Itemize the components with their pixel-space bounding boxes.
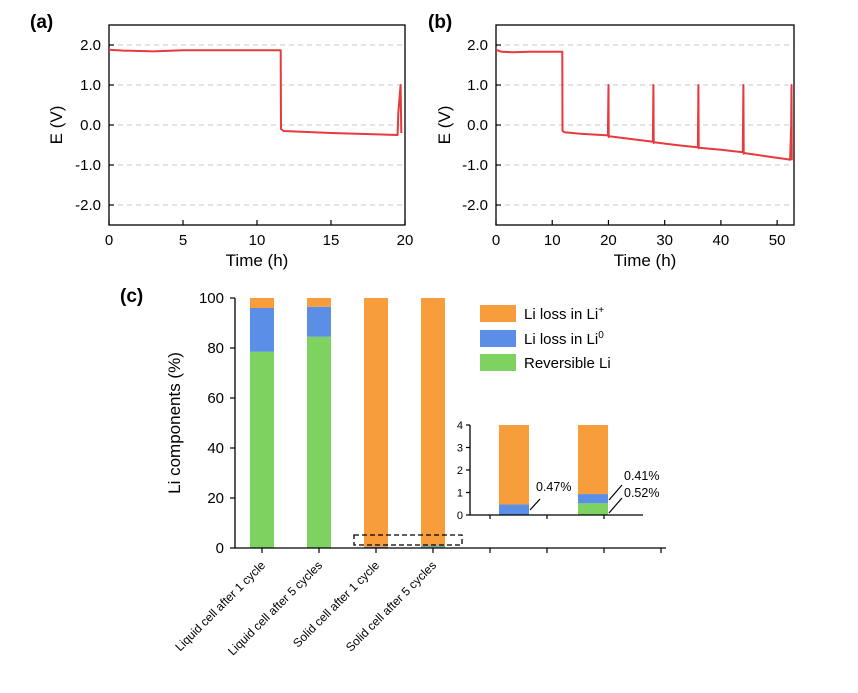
y-tick-label: 1.0 [80,77,101,94]
chart-b-series-line [495,48,793,161]
y-tick-label: -1.0 [75,157,101,174]
bar-segment-metal [307,306,331,337]
inset-annotation-leader-1 [529,498,541,511]
x-tick-label: 5 [179,232,187,249]
y-tick-label: 100 [199,290,224,307]
chart-a-voltage-time: -2.0 -1.0 0.0 1.0 2.0 0 5 10 15 20 Time (h) E (V) [47,24,413,270]
inset-y-tick-label: 2 [457,465,463,477]
y-tick-label: 60 [207,390,224,407]
inset-bars [499,425,608,515]
y-tick-label: 20 [207,490,224,507]
chart-a-ticks: -2.0 -1.0 0.0 1.0 2.0 0 5 10 15 20 [75,37,413,249]
chart-b-xlabel: Time (h) [614,251,677,270]
inset-annotation-leader-2 [608,484,623,501]
y-tick-label: -1.0 [462,157,488,174]
inset-annotation-2: 0.41% [624,469,659,483]
chart-c-bars [250,298,445,548]
chart-a-grid [109,44,405,206]
y-tick-label: 0.0 [467,117,488,134]
inset-bar-segment-metal [578,494,608,504]
legend-label-metal: Li loss in Li0 [524,330,604,348]
inset-bar-segment-ion [499,425,529,505]
legend-swatch-reversible [480,354,516,371]
y-tick-label: -2.0 [462,197,488,214]
legend-label-ion: Li loss in Li+ [524,305,604,323]
zoom-highlight-box [353,534,463,546]
x-tick-label: 15 [323,232,340,249]
x-tick-label: 50 [769,232,786,249]
x-tick-label: 20 [600,232,617,249]
inset-y-tick-label: 3 [457,443,463,455]
y-tick-label: 40 [207,440,224,457]
y-tick-label: 80 [207,340,224,357]
legend-swatch-metal [480,330,516,347]
inset-bar-segment-metal [499,504,529,515]
inset-annotation-1: 0.47% [536,480,571,494]
x-tick-label: 10 [249,232,266,249]
chart-b-voltage-time: -2.0 -1.0 0.0 1.0 2.0 0 10 20 30 40 50 Time (h) E … [435,24,795,270]
inset-annotation-leader-3 [608,497,623,514]
x-tick-label: 30 [656,232,673,249]
x-tick-label: 20 [397,232,414,249]
chart-c-inset: 0 1 2 3 4 0.47% 0.41% 0.52% [457,420,660,522]
chart-b-grid [496,44,794,206]
panel-label-b: (b) [428,12,452,33]
y-tick-label: 2.0 [467,37,488,54]
inset-y-tick-label: 0 [457,510,463,522]
y-tick-label: 1.0 [467,77,488,94]
y-tick-label: -2.0 [75,197,101,214]
y-tick-label: 2.0 [80,37,101,54]
chart-a-ylabel: E (V) [47,106,66,145]
bar-segment-metal [421,545,445,547]
x-tick-label: 0 [492,232,500,249]
legend-label-reversible: Reversible Li [524,355,611,372]
chart-b-ticks: -2.0 -1.0 0.0 1.0 2.0 0 10 20 30 40 50 [462,37,785,249]
chart-b-ylabel: E (V) [435,106,454,145]
bar-segment-reversible [307,336,331,548]
y-tick-label: 0.0 [80,117,101,134]
bar-segment-ion [421,298,445,546]
chart-c-ylabel: Li components (%) [165,352,184,494]
panel-label-c: (c) [120,286,143,307]
chart-a-xlabel: Time (h) [226,251,289,270]
x-tick-label: 0 [105,232,113,249]
x-tick-label: 10 [544,232,561,249]
chart-a-series-line [108,48,403,136]
bar-segment-ion [250,298,274,308]
bar-segment-ion [307,298,331,307]
inset-annotation-3: 0.52% [624,486,659,500]
inset-y-tick-label: 4 [457,420,463,432]
bar-segment-metal [250,308,274,352]
category-label: Liquid cell after 1 cycle [172,558,268,654]
category-label: Liquid cell after 5 cycles [225,558,325,658]
inset-bar-segment-reversible [578,503,608,515]
bar-segment-ion [364,298,388,547]
legend-swatch-ion [480,305,516,322]
bar-segment-reversible [250,351,274,548]
x-tick-label: 40 [713,232,730,249]
inset-bar-segment-ion [578,425,608,495]
inset-ticks: 0 1 2 3 4 [457,420,605,522]
inset-y-tick-label: 1 [457,488,463,500]
chart-c-legend: Li loss in Li+ Li loss in Li0 Reversible… [480,305,611,372]
y-tick-label: 0 [216,540,224,557]
panel-label-a: (a) [30,12,53,33]
